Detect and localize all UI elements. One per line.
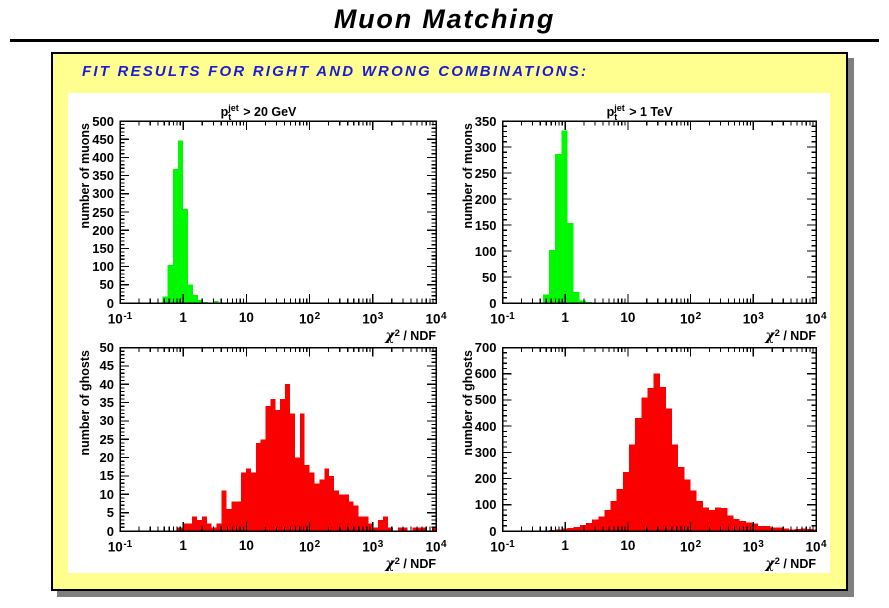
x-tick-label: 10-1 xyxy=(107,539,133,555)
y-tick-label: 50 xyxy=(99,340,114,355)
y-tick-label: 0 xyxy=(106,523,114,539)
y-tick-label: 600 xyxy=(474,366,497,382)
hist-bars-muons-pt1tev xyxy=(542,130,592,303)
y-tick-label: 45 xyxy=(99,358,114,374)
axis-ticks-muons-pt20gev xyxy=(120,121,436,303)
panel-muons-pt20gev xyxy=(119,120,437,304)
x-tick-label: 10-1 xyxy=(107,311,133,327)
x-axis-title: χ2 / NDF xyxy=(765,556,816,573)
y-tick-label: 200 xyxy=(474,471,497,487)
y-tick-label: 30 xyxy=(99,413,114,429)
panel-ghosts-pt20gev xyxy=(119,346,437,532)
x-tick-label: 103 xyxy=(742,539,764,555)
y-tick-label: 250 xyxy=(92,204,114,220)
y-tick-label: 150 xyxy=(474,217,497,233)
y-tick-label: 250 xyxy=(474,165,497,181)
title-underline xyxy=(10,39,879,42)
y-tick-label: 200 xyxy=(92,222,114,238)
x-tick-label: 10 xyxy=(238,310,254,325)
axis-ticks-ghosts-pt1tev xyxy=(502,347,816,531)
slide-heading: FIT RESULTS FOR RIGHT AND WRONG COMBINAT… xyxy=(82,63,589,80)
y-tick-label: 15 xyxy=(99,468,114,484)
x-axis-title: χ2 / NDF xyxy=(385,328,436,345)
y-tick-label: 500 xyxy=(92,113,114,129)
y-tick-label: 400 xyxy=(474,418,497,434)
y-tick-label: 300 xyxy=(92,186,114,202)
x-tick-label: 1 xyxy=(561,310,569,325)
x-tick-label: 10 xyxy=(620,310,636,325)
x-tick-label: 1 xyxy=(561,538,569,553)
y-axis-title: number of ghosts xyxy=(460,349,475,456)
pad-title: p jet t > 1 TeV xyxy=(606,103,673,122)
x-tick-label: 10 xyxy=(238,538,254,553)
panel-muons-pt1tev xyxy=(501,120,817,304)
plot-frame-muons-pt1tev xyxy=(501,120,817,304)
x-tick-label: 10-1 xyxy=(490,539,515,555)
y-tick-label: 350 xyxy=(474,113,497,129)
y-axis-title: number of muons xyxy=(460,123,475,229)
pad-title: p jet t > 20 GeV xyxy=(220,103,297,122)
y-tick-label: 5 xyxy=(106,505,114,521)
x-tick-label: 10 xyxy=(620,538,636,553)
x-tick-label: 103 xyxy=(742,311,764,327)
axis-ticks-muons-pt1tev xyxy=(502,121,816,303)
histogram-grid: 0 50 100 150 200 250 300 350 400 450 500 10-1 1 10 102… xyxy=(68,93,830,573)
y-tick-label: 50 xyxy=(99,277,114,293)
y-tick-label: 0 xyxy=(489,295,497,311)
y-tick-label: 350 xyxy=(92,168,114,184)
x-tick-label: 1 xyxy=(179,310,187,325)
x-tick-label: 104 xyxy=(425,539,447,555)
y-tick-label: 100 xyxy=(474,497,497,513)
y-tick-label: 35 xyxy=(99,395,114,411)
y-tick-label: 450 xyxy=(92,131,114,147)
y-tick-label: 20 xyxy=(99,450,114,466)
y-tick-label: 0 xyxy=(489,523,497,539)
axis-ticks-ghosts-pt20gev xyxy=(120,347,436,531)
x-tick-label: 102 xyxy=(680,539,702,555)
y-tick-label: 150 xyxy=(92,240,114,256)
y-tick-label: 700 xyxy=(474,340,497,355)
hist-bars-ghosts-pt1tev xyxy=(549,373,816,531)
x-tick-label: 102 xyxy=(680,311,702,327)
hist-bars-ghosts-pt20gev xyxy=(177,384,436,531)
x-axis-title: χ2 / NDF xyxy=(385,556,436,573)
histograms-svg xyxy=(119,120,817,532)
x-tick-label: 102 xyxy=(299,539,321,555)
slide-content-box: FIT RESULTS FOR RIGHT AND WRONG COMBINAT… xyxy=(51,52,848,591)
y-tick-label: 300 xyxy=(474,444,497,460)
y-tick-label: 50 xyxy=(482,269,497,285)
y-tick-label: 200 xyxy=(474,191,497,207)
hist-bars-muons-pt20gev xyxy=(162,140,219,303)
x-tick-label: 103 xyxy=(362,539,384,555)
x-tick-label: 104 xyxy=(805,311,827,327)
x-tick-label: 104 xyxy=(425,311,447,327)
y-tick-label: 0 xyxy=(106,295,114,311)
y-tick-label: 400 xyxy=(92,149,114,165)
x-tick-label: 103 xyxy=(362,311,384,327)
y-tick-label: 100 xyxy=(474,243,497,259)
page-title: Muon Matching xyxy=(333,4,556,34)
x-tick-label: 102 xyxy=(299,311,321,327)
plot-frame-ghosts-pt1tev xyxy=(501,346,817,532)
x-axis-title: χ2 / NDF xyxy=(765,328,816,345)
y-tick-label: 10 xyxy=(99,486,114,502)
x-tick-label: 1 xyxy=(179,538,187,553)
y-tick-label: 25 xyxy=(99,431,114,447)
y-tick-label: 40 xyxy=(99,376,114,392)
y-tick-label: 500 xyxy=(474,392,497,408)
x-tick-label: 10-1 xyxy=(490,311,515,327)
y-tick-label: 100 xyxy=(92,259,114,275)
x-tick-label: 104 xyxy=(805,539,827,555)
y-tick-label: 300 xyxy=(474,139,497,155)
panel-ghosts-pt1tev xyxy=(501,346,817,532)
